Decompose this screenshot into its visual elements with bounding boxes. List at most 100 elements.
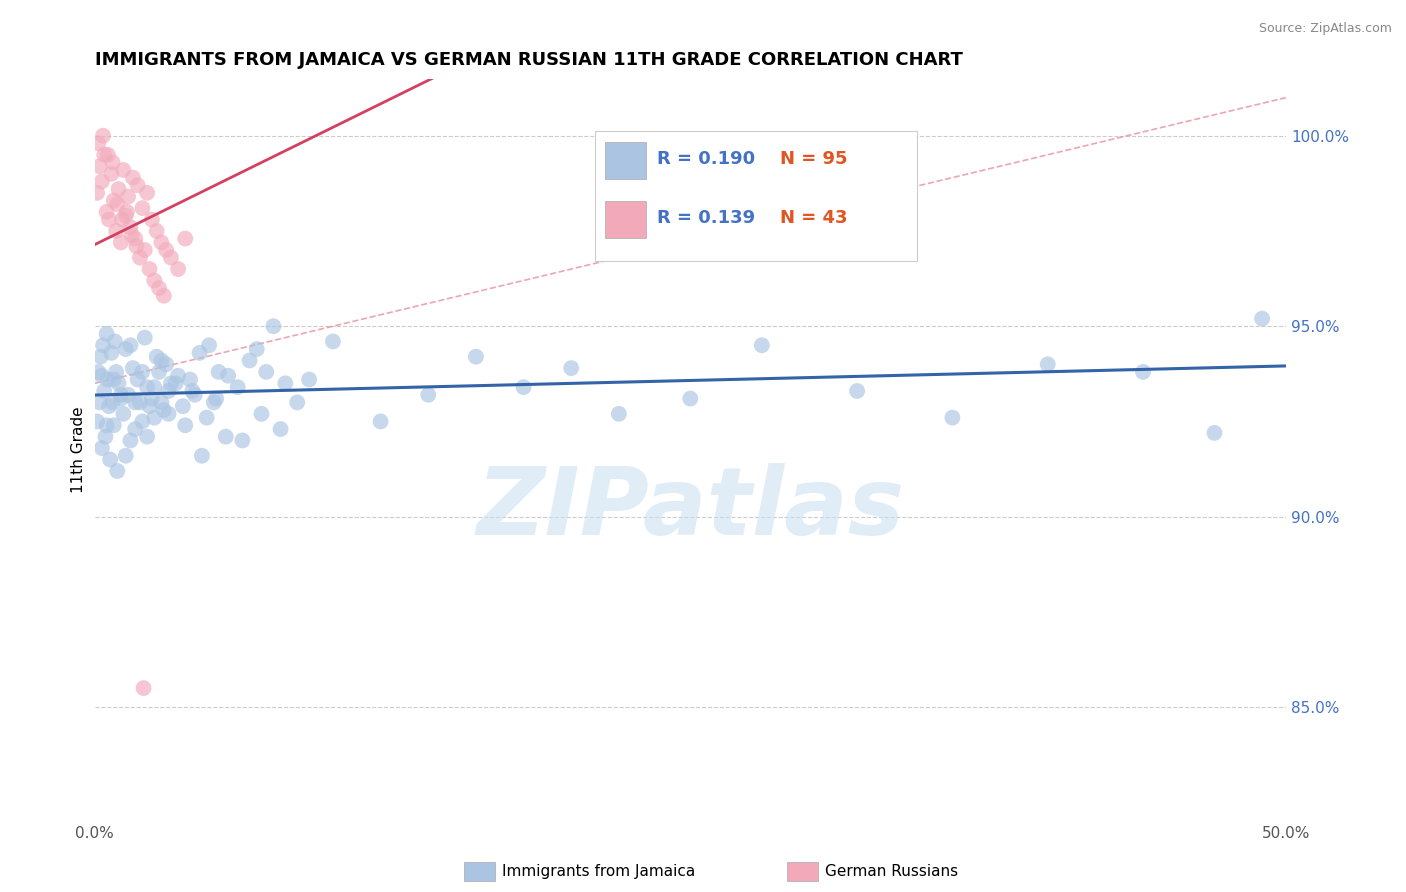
Point <box>97 148 120 162</box>
Point <box>226 380 249 394</box>
Point <box>1036 357 1059 371</box>
Point <box>153 403 176 417</box>
Point <box>751 338 773 352</box>
Point <box>148 365 170 379</box>
Point <box>90 368 112 383</box>
Text: N = 43: N = 43 <box>780 210 848 227</box>
Point <box>205 392 228 406</box>
Point <box>138 262 160 277</box>
Point <box>93 384 115 398</box>
Point <box>129 395 152 409</box>
Point <box>145 350 167 364</box>
Point <box>165 376 187 391</box>
Point <box>174 418 197 433</box>
Point <box>167 368 190 383</box>
Point <box>181 384 204 398</box>
Point <box>560 361 582 376</box>
Point <box>239 353 262 368</box>
Point <box>129 251 152 265</box>
Point <box>195 410 218 425</box>
Point <box>87 365 110 379</box>
Point <box>121 227 143 242</box>
Point <box>143 410 166 425</box>
Point <box>174 231 197 245</box>
Point <box>87 136 110 151</box>
Point <box>250 407 273 421</box>
Point <box>100 346 122 360</box>
Point <box>136 380 159 394</box>
Point <box>98 212 121 227</box>
Point <box>110 235 132 250</box>
Point <box>145 224 167 238</box>
Point <box>127 372 149 386</box>
Point <box>103 418 125 433</box>
Point <box>148 281 170 295</box>
Point <box>150 395 173 409</box>
Text: R = 0.190: R = 0.190 <box>657 150 755 168</box>
Point <box>217 368 239 383</box>
Point <box>1204 425 1226 440</box>
Point <box>103 194 125 208</box>
Point <box>96 205 118 219</box>
Point <box>512 380 534 394</box>
Point <box>846 384 869 398</box>
Point <box>105 464 128 478</box>
Point <box>246 342 269 356</box>
Point <box>114 209 136 223</box>
Point <box>98 399 121 413</box>
Point <box>117 388 139 402</box>
Point <box>93 148 115 162</box>
Point <box>110 392 132 406</box>
Point <box>105 197 128 211</box>
Point <box>115 205 138 219</box>
Point <box>96 326 118 341</box>
Point <box>285 395 308 409</box>
Point <box>112 163 135 178</box>
Point <box>141 212 163 227</box>
Point <box>160 376 183 391</box>
Point <box>120 338 142 352</box>
Point <box>150 235 173 250</box>
Point <box>274 376 297 391</box>
Point <box>191 449 214 463</box>
Point <box>104 334 127 349</box>
Point <box>179 372 201 386</box>
Point <box>254 365 277 379</box>
Point <box>121 170 143 185</box>
Point <box>91 338 114 352</box>
Bar <box>605 142 647 179</box>
Point <box>97 372 120 386</box>
Point <box>89 395 111 409</box>
Point <box>131 414 153 428</box>
Point <box>101 155 124 169</box>
Point <box>132 681 155 695</box>
Point <box>418 388 440 402</box>
Point <box>322 334 344 349</box>
Point <box>141 392 163 406</box>
Text: Source: ZipAtlas.com: Source: ZipAtlas.com <box>1258 22 1392 36</box>
Point <box>105 224 128 238</box>
Point <box>131 201 153 215</box>
Point <box>105 365 128 379</box>
Point <box>607 407 630 421</box>
Y-axis label: 11th Grade: 11th Grade <box>72 407 86 493</box>
Point <box>198 338 221 352</box>
Point <box>153 289 176 303</box>
Point <box>120 434 142 448</box>
Point <box>270 422 292 436</box>
Text: Immigrants from Jamaica: Immigrants from Jamaica <box>502 864 695 879</box>
Point <box>100 167 122 181</box>
Point <box>138 399 160 413</box>
Point <box>464 350 486 364</box>
Point <box>167 262 190 277</box>
Point <box>188 346 211 360</box>
Point <box>143 380 166 394</box>
Point <box>127 178 149 193</box>
Bar <box>605 201 647 238</box>
Point <box>107 376 129 391</box>
Point <box>155 243 177 257</box>
Bar <box>595 130 917 260</box>
Point <box>107 182 129 196</box>
Point <box>120 220 142 235</box>
Point <box>124 422 146 436</box>
